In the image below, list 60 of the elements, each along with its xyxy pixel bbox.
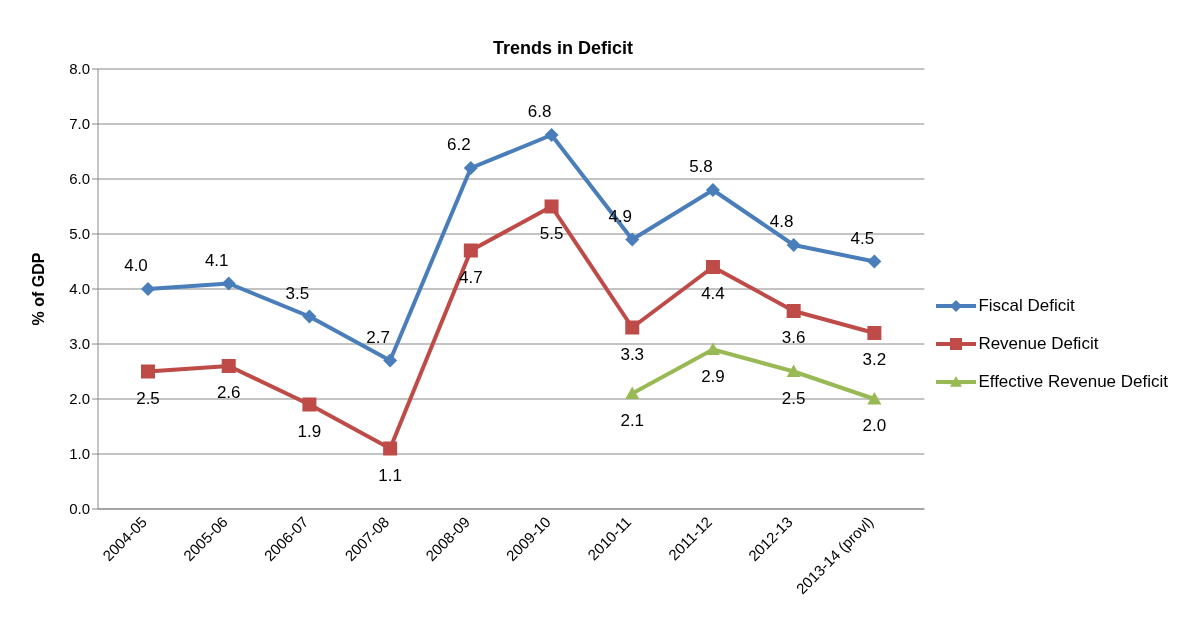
point <box>705 342 720 356</box>
data-label: 2.5 <box>136 388 160 408</box>
point <box>141 364 155 379</box>
y-axis-title: % of GDP <box>29 252 47 326</box>
point <box>867 326 882 340</box>
data-label: 4.4 <box>701 284 725 303</box>
data-label: 4.8 <box>769 212 794 231</box>
point <box>786 304 801 318</box>
point <box>141 282 155 296</box>
point <box>302 397 317 412</box>
data-label: 2.7 <box>366 327 390 347</box>
legend-label: Effective Revenue Deficit <box>978 372 1168 392</box>
y-tick-label: 2.0 <box>69 390 90 408</box>
y-tick-label: 0.0 <box>69 500 90 518</box>
data-label: 4.0 <box>124 256 148 275</box>
point <box>705 183 720 197</box>
y-tick-label: 1.0 <box>69 445 90 463</box>
point <box>625 320 640 335</box>
point <box>867 392 882 405</box>
point <box>221 276 236 291</box>
data-label: 3.6 <box>781 328 806 347</box>
data-label: 2.6 <box>216 383 241 402</box>
data-label: 5.8 <box>689 157 713 176</box>
point <box>625 232 640 247</box>
point <box>705 260 720 274</box>
data-label: 2.0 <box>862 416 887 435</box>
point <box>625 386 640 400</box>
y-tick-label: 5.0 <box>69 225 90 243</box>
y-tick-label: 7.0 <box>69 115 90 133</box>
chart-title: Trends in Deficit <box>492 38 634 59</box>
point <box>463 243 478 258</box>
data-label: 6.2 <box>447 135 471 154</box>
y-tick-label: 8.0 <box>69 60 90 78</box>
y-tick-label: 4.0 <box>69 280 90 298</box>
data-label: 2.9 <box>701 366 725 386</box>
point <box>383 441 398 456</box>
data-label: 3.5 <box>285 283 310 303</box>
data-label: 3.2 <box>862 350 887 369</box>
point <box>302 309 317 324</box>
data-label: 4.5 <box>850 228 875 248</box>
data-label: 2.5 <box>781 388 806 408</box>
point <box>463 161 478 175</box>
point <box>221 359 236 373</box>
data-label: 1.1 <box>378 465 402 485</box>
legend-label: Revenue Deficit <box>978 334 1099 354</box>
data-label: 3.3 <box>620 344 645 364</box>
point <box>786 238 801 252</box>
data-label: 1.9 <box>297 421 322 441</box>
data-label: 5.5 <box>539 223 564 243</box>
point <box>383 353 398 368</box>
y-tick-label: 6.0 <box>69 170 90 188</box>
data-label: 2.1 <box>620 410 645 430</box>
legend-label: Fiscal Deficit <box>978 296 1075 316</box>
data-label: 6.8 <box>527 102 552 121</box>
point <box>544 128 559 142</box>
point <box>867 254 882 269</box>
point <box>786 364 801 378</box>
data-label: 4.1 <box>204 250 229 270</box>
y-tick-label: 3.0 <box>69 335 90 353</box>
point <box>544 199 559 214</box>
